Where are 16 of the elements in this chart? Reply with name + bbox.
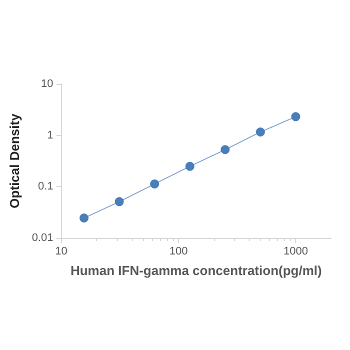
point — [80, 214, 89, 223]
y-tick-label: 0.01 — [32, 232, 54, 244]
point — [256, 128, 265, 137]
point — [185, 162, 194, 171]
point — [114, 197, 124, 206]
y-tick-label: 10 — [41, 78, 54, 90]
point — [150, 179, 160, 188]
y-axis-title: Optical Density — [7, 112, 22, 208]
y-tick-label: 1 — [47, 129, 54, 142]
x-tick-label: 10 — [55, 246, 68, 258]
x-tick-label: 100 — [169, 246, 188, 258]
point — [220, 145, 230, 154]
x-axis-title: Human IFN-gamma concentration(pg/ml) — [70, 263, 322, 278]
y-tick-label: 0.1 — [38, 180, 54, 193]
point — [291, 112, 300, 122]
x-tick-label: 1000 — [283, 246, 308, 258]
